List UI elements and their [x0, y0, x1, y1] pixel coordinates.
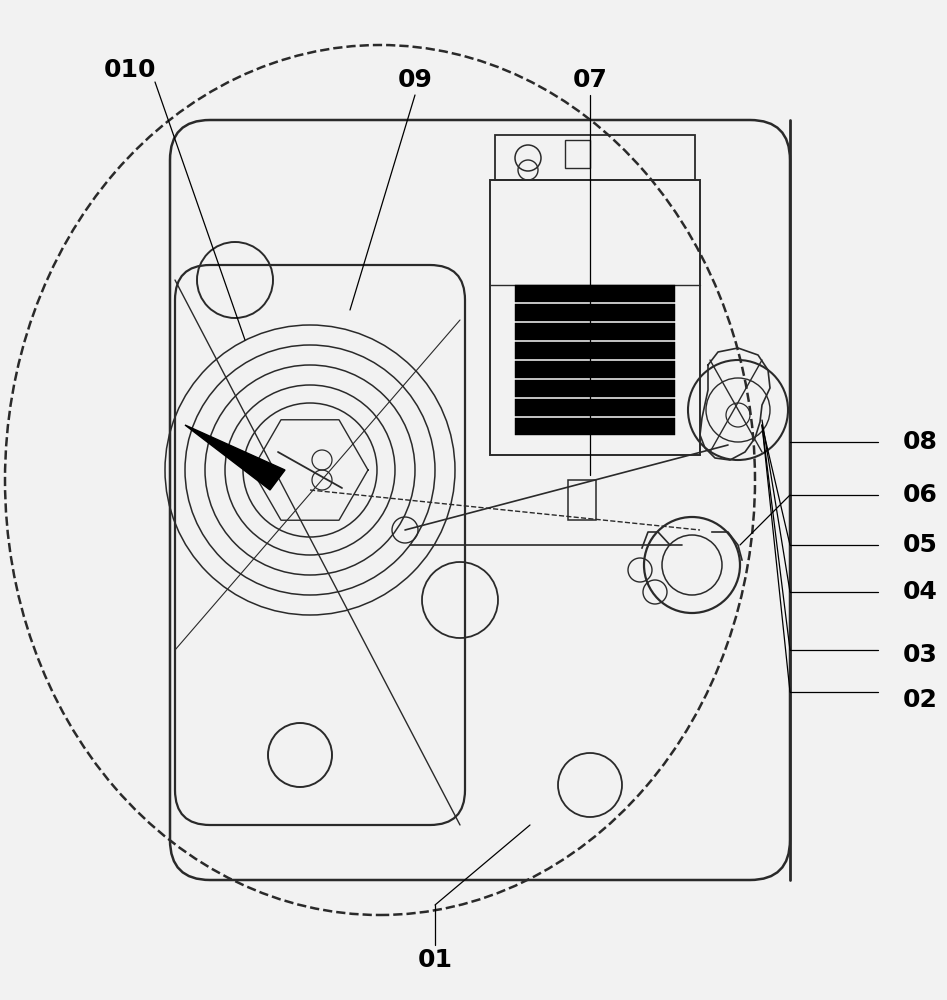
- Bar: [515, 304, 675, 321]
- Bar: [495, 135, 695, 180]
- Text: 07: 07: [573, 68, 607, 92]
- Bar: [565, 140, 590, 168]
- Polygon shape: [185, 425, 285, 490]
- Bar: [568, 480, 596, 520]
- Text: 03: 03: [902, 643, 938, 667]
- Bar: [490, 180, 700, 455]
- Text: 01: 01: [418, 948, 453, 972]
- Bar: [515, 361, 675, 378]
- Text: 010: 010: [104, 58, 156, 82]
- Bar: [515, 342, 675, 359]
- Text: 05: 05: [902, 533, 938, 557]
- Text: 08: 08: [902, 430, 938, 454]
- Bar: [515, 399, 675, 416]
- Text: 02: 02: [902, 688, 938, 712]
- Bar: [515, 380, 675, 397]
- Bar: [515, 323, 675, 340]
- Text: 09: 09: [398, 68, 433, 92]
- Bar: [515, 418, 675, 435]
- Bar: [515, 285, 675, 302]
- Text: 06: 06: [902, 483, 938, 507]
- Text: 04: 04: [902, 580, 938, 604]
